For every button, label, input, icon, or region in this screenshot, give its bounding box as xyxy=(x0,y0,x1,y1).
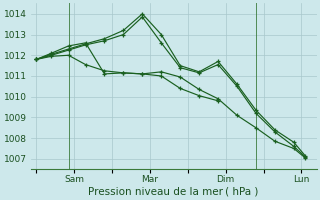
X-axis label: Pression niveau de la mer ( hPa ): Pression niveau de la mer ( hPa ) xyxy=(88,187,259,197)
